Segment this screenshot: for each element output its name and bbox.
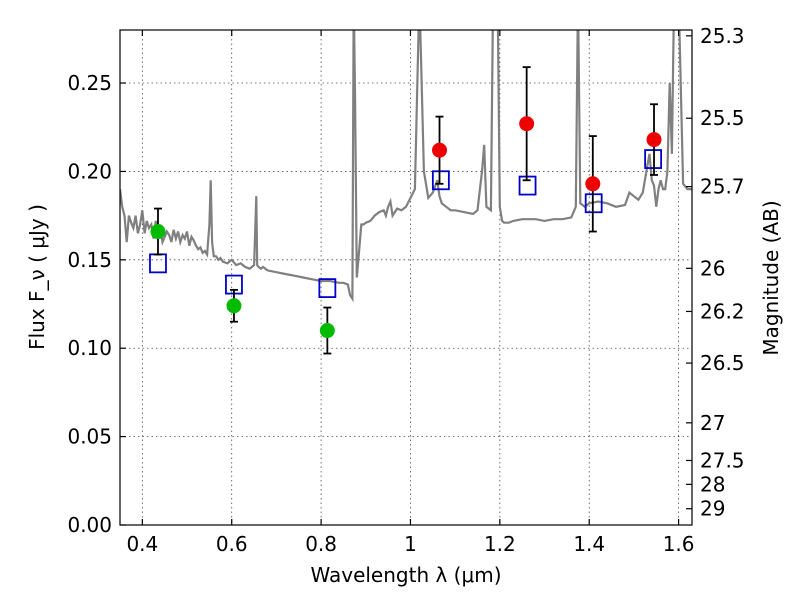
- y2-tick-label: 29: [700, 497, 725, 521]
- red-point: [519, 116, 535, 132]
- grid-layer: [120, 30, 692, 525]
- x-tick-label: 0.4: [126, 532, 158, 556]
- red-point: [432, 142, 448, 158]
- x-tick-label: 0.6: [216, 532, 248, 556]
- model-square: [431, 170, 450, 191]
- ticks-layer: 0.4 0.6 0.8 1 1.2 1.4 1.6 0.00 0.05 0.10 0.15 0.20 0…: [67, 24, 744, 556]
- y-tick-label: 0.10: [67, 336, 112, 360]
- red-point: [646, 132, 662, 148]
- x-tick-label: 1.4: [573, 532, 605, 556]
- x-tick-label: 1.6: [663, 532, 695, 556]
- y-tick-label: 0.05: [67, 425, 112, 449]
- y-tick-label: 0.25: [67, 71, 112, 95]
- y2-tick-label: 25.5: [700, 106, 745, 130]
- model-square: [149, 253, 167, 274]
- y2-tick-label: 26: [700, 256, 725, 280]
- y2-tick-label: 28: [700, 472, 725, 496]
- spectrum-layer: [120, 30, 692, 303]
- x-tick-label: 0.8: [305, 532, 337, 556]
- red-point: [585, 176, 601, 192]
- y-tick-label: 0.00: [67, 513, 112, 537]
- x-axis-title: Wavelength λ (μm): [310, 563, 501, 587]
- y-tick-label: 0.20: [67, 159, 112, 183]
- y-tick-label: 0.15: [67, 248, 112, 272]
- y2-tick-label: 26.5: [700, 351, 745, 375]
- spectrum-line: [120, 30, 692, 303]
- model-square: [318, 278, 337, 299]
- green-point: [150, 224, 166, 240]
- x-tick-label: 1: [404, 532, 417, 556]
- x-tick-label: 1.2: [484, 532, 516, 556]
- y2-tick-label: 27.5: [700, 448, 745, 472]
- y2-tick-label: 25.7: [700, 175, 745, 199]
- y2-axis-title: Magnitude (AB): [759, 200, 783, 355]
- y2-tick-label: 27: [700, 411, 725, 435]
- y-axis-title: Flux F_ν ( μJy ): [25, 204, 49, 350]
- y2-tick-label: 26.2: [700, 299, 745, 323]
- y2-tick-label: 25.3: [700, 24, 745, 48]
- green-point: [319, 323, 335, 339]
- points-layer: [149, 66, 663, 355]
- green-point: [226, 298, 242, 314]
- plot-frame: [119, 29, 693, 526]
